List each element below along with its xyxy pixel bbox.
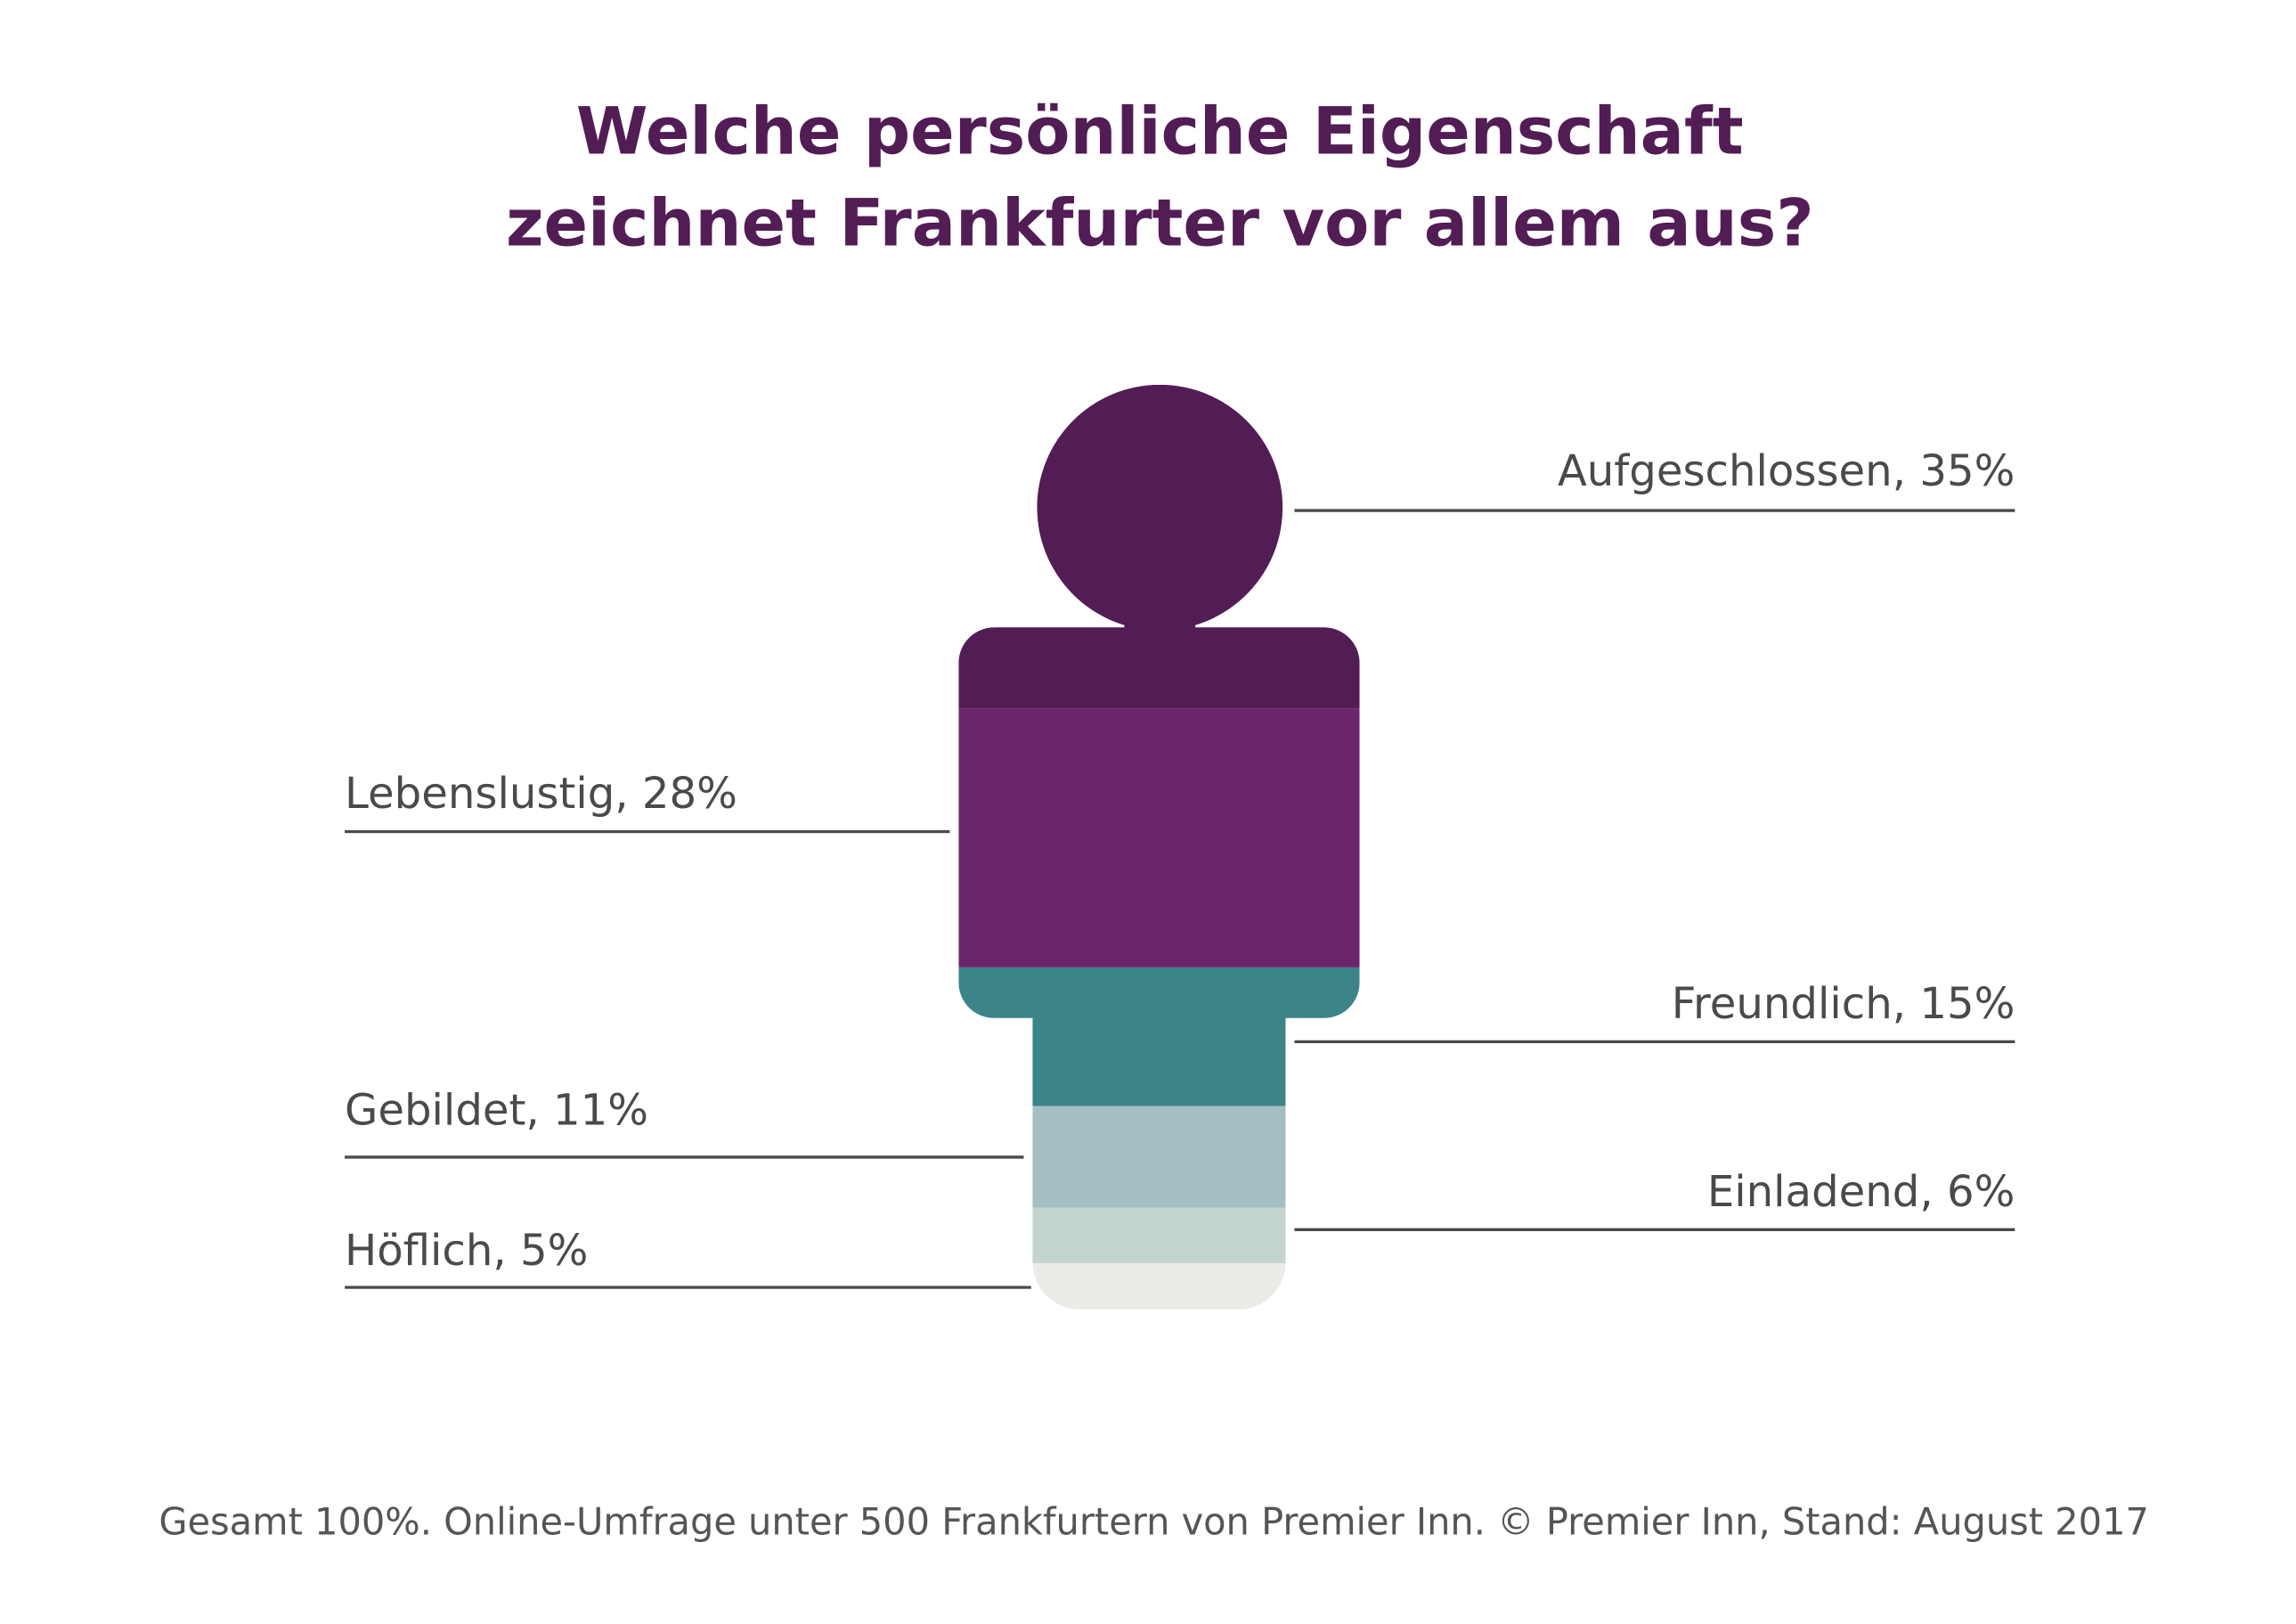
segment [958,1207,1360,1264]
segment-label: Einladend, 6% [1707,1167,2015,1217]
segment [958,967,1360,1106]
segment [958,708,1360,967]
segment [958,384,1360,709]
chart-title: Welche persönliche Eigenschaft [576,94,1744,170]
chart-title: zeichnet Frankfurter vor allem aus? [506,186,1814,262]
footnote: Gesamt 100%. Online-Umfrage unter 500 Fr… [159,1500,2149,1544]
segment-label: Aufgeschlossen, 35% [1558,446,2015,496]
segment-label: Gebildet, 11% [345,1085,648,1135]
segment-label: Höflich, 5% [345,1226,588,1276]
segment-label: Freundlich, 15% [1672,979,2015,1029]
segment-label: Lebenslustig, 28% [345,769,737,819]
person-figure [958,384,1360,1310]
